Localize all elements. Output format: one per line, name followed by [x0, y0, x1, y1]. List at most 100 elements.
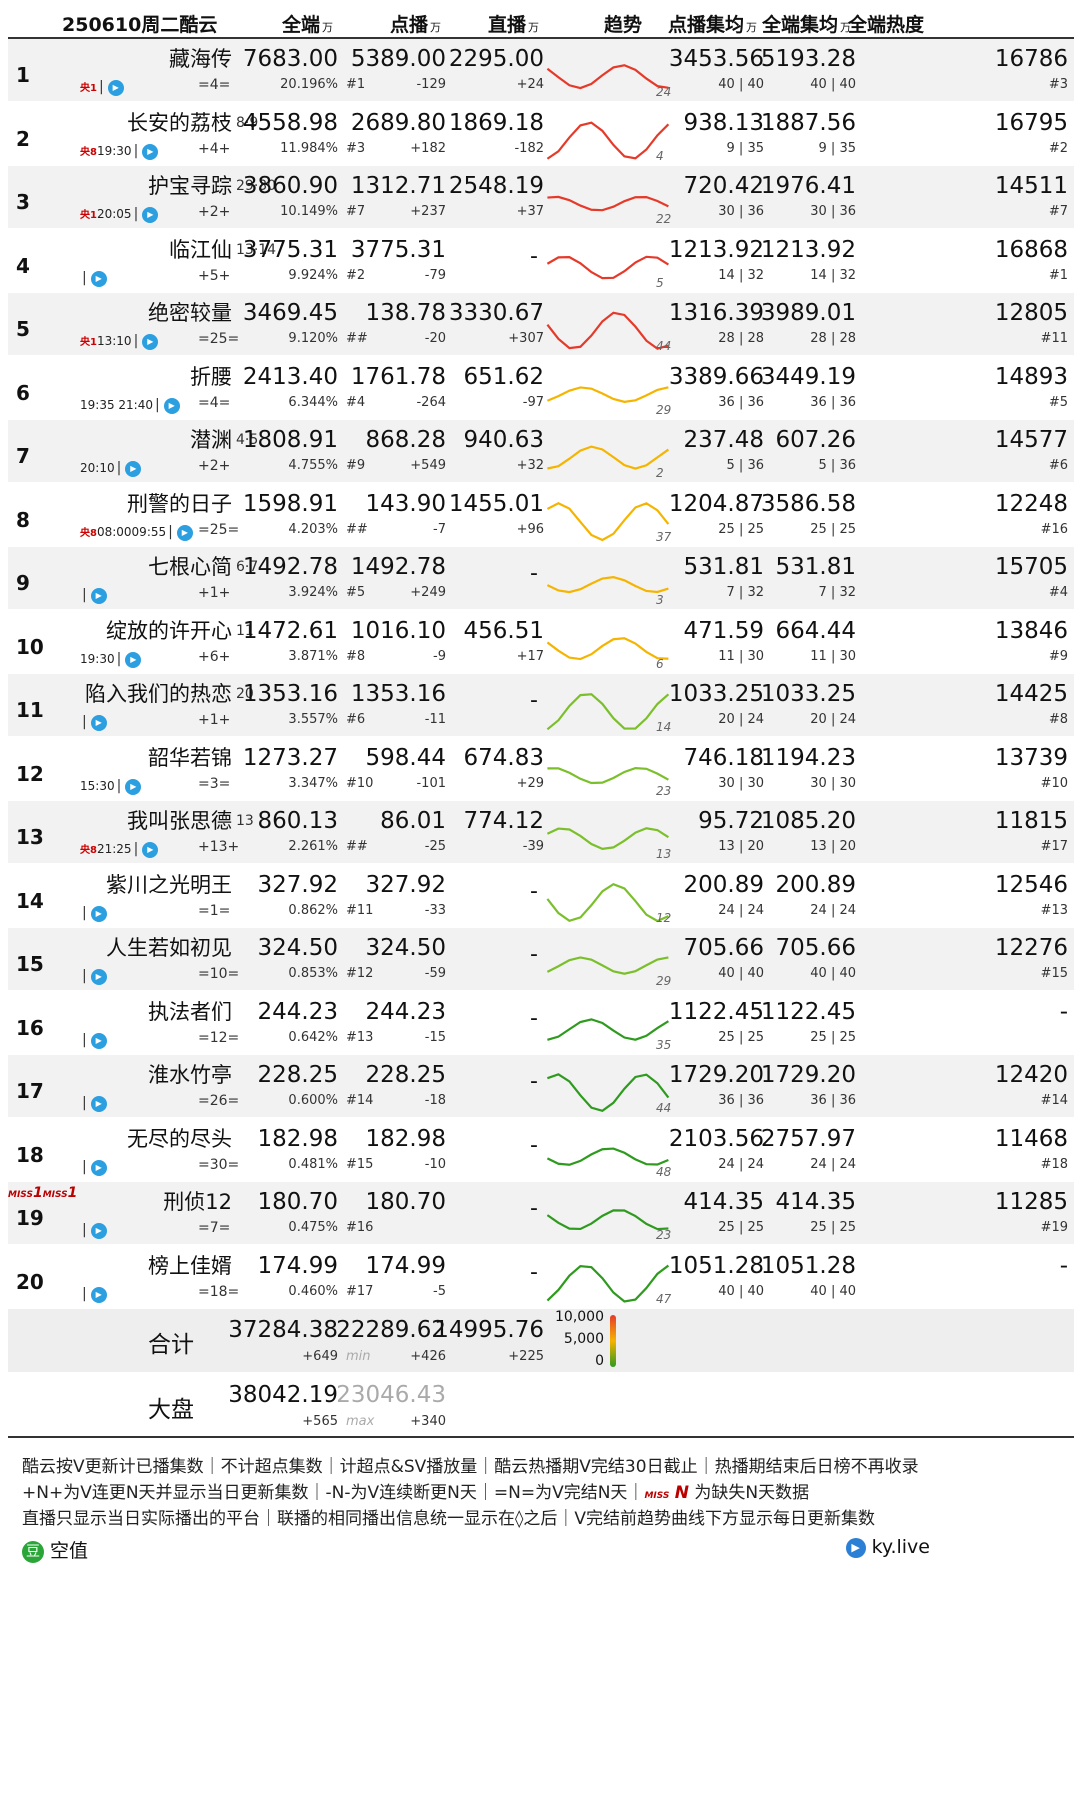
trend-episode-label: 44: [656, 1101, 672, 1115]
trend-line: [546, 956, 669, 975]
platform-icon: ▶: [163, 397, 180, 414]
trend-episode-label: 44: [656, 339, 672, 353]
trend-sparkline: [543, 1122, 675, 1189]
live-empty: -: [530, 1132, 538, 1158]
live-delta: -182: [514, 140, 544, 156]
live-empty: -: [530, 1069, 538, 1094]
all-value: 7683.00: [242, 46, 338, 72]
rank-change: =26=: [198, 1093, 240, 1109]
brand-left: 豆 空值: [22, 1536, 88, 1563]
heat-rank: #17: [1040, 839, 1068, 854]
vod-avg-sub: 36 | 36: [718, 394, 764, 410]
miss-label: MISS: [8, 1190, 33, 1200]
vod-rank: #11: [346, 902, 374, 918]
separator: |: [82, 269, 87, 286]
vod-avg-sub: 25 | 25: [718, 521, 764, 537]
vod-avg-sub: 13 | 20: [718, 839, 764, 854]
all-percent: 3.557%: [288, 712, 338, 727]
vod-avg-value: 705.66: [683, 935, 764, 961]
rank-number: 10: [16, 634, 44, 659]
broadcast-info: 20:10 | ▶: [80, 460, 142, 477]
separator: |: [82, 587, 87, 603]
separator: |: [116, 777, 122, 794]
all-value: 244.23: [257, 998, 338, 1025]
vod-value: 1016.10: [350, 617, 446, 644]
platform-icon: ▶: [142, 143, 159, 160]
trend-sparkline: [543, 741, 675, 808]
heat-rank: #18: [1040, 1156, 1068, 1172]
trend-episode-label: 6: [656, 656, 664, 671]
broadcast-time: 19:35 21:40: [80, 397, 153, 412]
broadcast-info: 央120:05 | ▶: [80, 206, 159, 223]
trend-chart: [546, 956, 669, 975]
separator: |: [116, 460, 122, 476]
vod-rank: #1: [346, 77, 366, 92]
table-row: 12 韶华若锦 =3= 15:30 | ▶ 1273.27 3.347% 598.44 #10 -1…: [8, 738, 1074, 800]
vod-value: 1353.16: [350, 681, 446, 707]
rank-change: =4=: [198, 77, 231, 93]
heat-rank: #8: [1048, 712, 1068, 727]
heat-rank: #9: [1048, 648, 1068, 664]
channel-label: 央8: [80, 845, 97, 856]
all-avg-sub: 11 | 30: [810, 648, 856, 664]
trend-line: [546, 882, 669, 922]
vod-avg-value: 3389.66: [668, 363, 764, 390]
show-name: 执法者们: [148, 999, 232, 1024]
heat-rank: #13: [1040, 902, 1068, 918]
all-avg-sub: 36 | 36: [810, 394, 856, 410]
rank-change: =12=: [198, 1029, 240, 1046]
rank-number: 18: [16, 1142, 44, 1167]
rank-number: 2: [16, 126, 30, 151]
vod-value: 86.01: [380, 808, 446, 834]
footer-divider: [8, 1436, 1074, 1438]
episode-numbers: 13: [236, 813, 254, 829]
live-value: 774.12: [463, 808, 544, 834]
trend-line: [546, 1209, 669, 1231]
vod-delta: -7: [433, 521, 446, 537]
all-avg-sub: 40 | 40: [810, 1283, 856, 1299]
miss-count: 1: [32, 1185, 43, 1201]
heat-rank: #4: [1048, 585, 1068, 600]
market-row: 大盘 38042.19 +565 23046.43 max +340: [8, 1374, 1074, 1436]
heat-value: 16868: [994, 236, 1068, 263]
trend-line: [546, 255, 669, 279]
separator: |: [82, 1158, 87, 1175]
rank-change: =18=: [198, 1283, 240, 1300]
vod-value: 182.98: [365, 1125, 446, 1152]
channel-label: 央8: [80, 527, 97, 539]
all-percent: 9.120%: [288, 331, 338, 346]
all-avg-sub: 25 | 25: [810, 521, 856, 537]
episode-numbers: 8·9: [236, 114, 259, 131]
live-delta: -97: [522, 394, 544, 410]
rank-number: 16: [16, 1015, 44, 1040]
all-percent: 0.600%: [288, 1093, 338, 1108]
vod-rank: #4: [346, 394, 366, 410]
show-name: 藏海传: [169, 47, 232, 71]
platform-icon: ▶: [90, 1159, 107, 1176]
heat-value: 15705: [994, 554, 1068, 580]
vod-value: 598.44: [365, 744, 446, 771]
trend-line: [546, 827, 669, 850]
header-trend: 趋势: [604, 14, 643, 36]
show-name: 七根心简: [148, 555, 232, 579]
rank-change: +1+: [198, 585, 231, 601]
table-row: 8 刑警的日子 =25= 央808:0009:55 | ▶ 1598.91 4.203% 143…: [8, 484, 1074, 546]
all-percent: 11.984%: [280, 140, 338, 156]
vod-delta: -9: [433, 648, 446, 664]
rank-change: =30=: [198, 1156, 240, 1173]
all-value: 1598.91: [242, 490, 338, 517]
footer-line-1: 酷云按V更新计已播集数｜不计超点集数｜计超点&SV播放量｜酷云热播期V完结30日…: [22, 1457, 919, 1477]
trend-episode-label: 2: [656, 466, 664, 480]
separator: |: [82, 1031, 87, 1048]
rank-number: 6: [16, 380, 30, 405]
broadcast-info: | ▶: [80, 714, 107, 731]
platform-icon: ▶: [142, 842, 159, 858]
trend-sparkline: [543, 1058, 675, 1125]
trend-episode-label: 5: [656, 275, 664, 290]
trend-chart: [546, 1209, 669, 1231]
vod-delta: -101: [416, 775, 446, 791]
platform-icon: ▶: [176, 524, 193, 541]
vod-avg-sub: 11 | 30: [718, 648, 764, 664]
total-live: 14995.76: [434, 1317, 544, 1343]
vod-avg-sub: 25 | 25: [718, 1220, 764, 1235]
